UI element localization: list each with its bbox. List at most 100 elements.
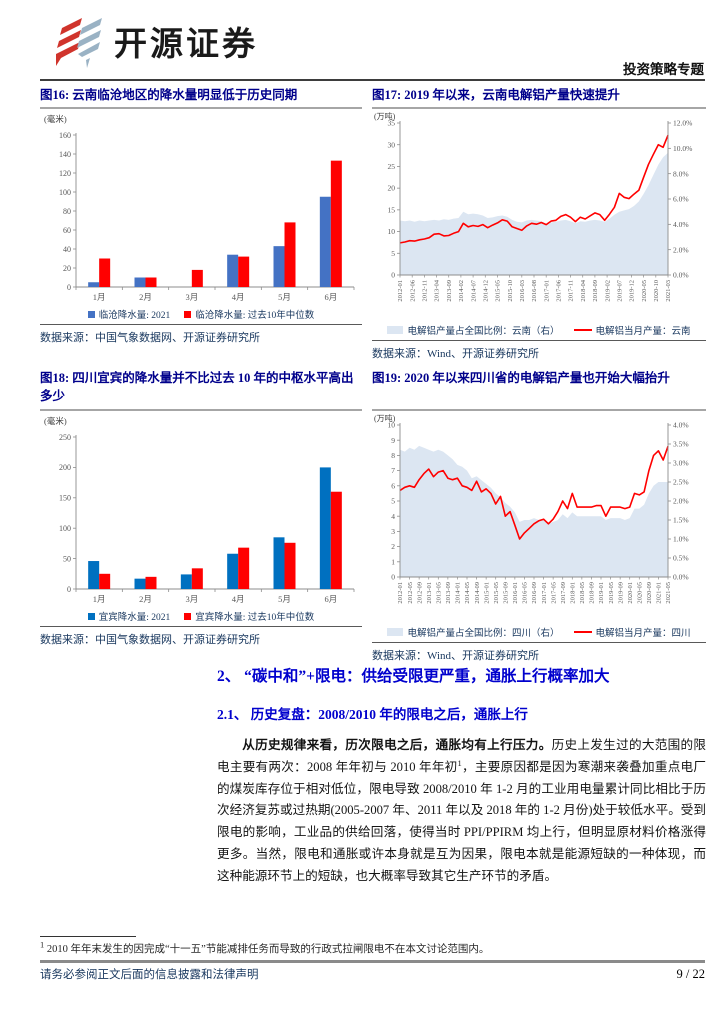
svg-text:4月: 4月 bbox=[232, 594, 245, 604]
svg-text:2017-11: 2017-11 bbox=[568, 280, 575, 301]
legend-item: 宜宾降水量: 2021 bbox=[87, 609, 171, 624]
svg-text:2015-05: 2015-05 bbox=[495, 280, 502, 302]
svg-text:2015-09: 2015-09 bbox=[503, 582, 510, 604]
legend-label: 临沧降水量: 过去10年中位数 bbox=[195, 311, 315, 322]
legend-label: 电解铝当月产量：云南 bbox=[595, 327, 691, 338]
svg-text:10: 10 bbox=[388, 421, 396, 430]
svg-text:2018-09: 2018-09 bbox=[589, 582, 596, 604]
figure-16-source: 数据来源：中国气象数据网、开源证券研究所 bbox=[40, 324, 362, 345]
svg-text:2014-07: 2014-07 bbox=[470, 279, 477, 301]
svg-text:2月: 2月 bbox=[139, 292, 152, 302]
legend-swatch bbox=[87, 612, 95, 620]
svg-text:(万吨): (万吨) bbox=[374, 111, 396, 121]
yunnan-aluminum-line-chart: (万吨) 0 5 10 15 20 25 30 35 0.0% 2.0% 4.0% 6.0% 8.0% 10… bbox=[374, 111, 692, 302]
svg-text:2017-06: 2017-06 bbox=[556, 279, 563, 301]
svg-text:4.0%: 4.0% bbox=[673, 421, 689, 430]
svg-text:2014-02: 2014-02 bbox=[458, 280, 465, 302]
svg-text:50: 50 bbox=[63, 555, 71, 564]
svg-text:2019-09: 2019-09 bbox=[617, 582, 624, 604]
svg-text:2017-09: 2017-09 bbox=[560, 582, 567, 604]
svg-text:0.5%: 0.5% bbox=[673, 554, 689, 563]
svg-text:15: 15 bbox=[388, 206, 396, 215]
svg-text:2017-01: 2017-01 bbox=[541, 582, 548, 604]
figure-19-title: 图19: 2020 年以来四川省的电解铝产量也开始大幅抬升 bbox=[372, 369, 706, 412]
svg-text:2012-09: 2012-09 bbox=[416, 582, 423, 604]
figure-17-legend: 电解铝产量占全国比例：云南（右） 电解铝当月产量：云南 bbox=[372, 323, 706, 337]
svg-text:3.0%: 3.0% bbox=[673, 459, 689, 468]
svg-text:1.5%: 1.5% bbox=[673, 516, 689, 525]
svg-text:2020-10: 2020-10 bbox=[653, 280, 660, 302]
svg-text:100: 100 bbox=[59, 524, 71, 533]
figure-18: 图18: 四川宜宾的降水量并不比过去 10 年的中枢水平高出多少 (毫米) 0 50… bbox=[40, 369, 362, 663]
footnote-rule bbox=[40, 936, 136, 937]
svg-text:1: 1 bbox=[391, 558, 395, 567]
svg-text:6月: 6月 bbox=[324, 594, 337, 604]
sichuan-aluminum-line-chart: (万吨) 0 1 2 3 4 5 6 7 8 9 10 0.0% 0.5% 1.0% 1.5% 2.0% 2.5%… bbox=[374, 413, 689, 604]
svg-text:4.0%: 4.0% bbox=[673, 220, 689, 229]
figure-19-legend: 电解铝产量占全国比例：四川（右） 电解铝当月产量：四川 bbox=[372, 625, 706, 639]
svg-text:0.0%: 0.0% bbox=[673, 271, 689, 280]
svg-text:8.0%: 8.0% bbox=[673, 169, 689, 178]
svg-text:3.5%: 3.5% bbox=[673, 440, 689, 449]
legend-line-swatch bbox=[573, 328, 592, 332]
legend-label: 电解铝产量占全国比例：云南（右） bbox=[407, 327, 560, 338]
svg-text:2月: 2月 bbox=[139, 594, 152, 604]
subsection-heading: 2.1、 历史复盘：2008/2010 年的限电之后，通胀上行 bbox=[217, 707, 528, 722]
legend-line-swatch bbox=[573, 630, 592, 634]
svg-text:2016-01: 2016-01 bbox=[512, 582, 519, 604]
svg-text:2016-08: 2016-08 bbox=[531, 280, 538, 302]
figure-19: 图19: 2020 年以来四川省的电解铝产量也开始大幅抬升 (万吨) 0 1 2 3 4 5… bbox=[372, 369, 706, 663]
svg-text:2012-01: 2012-01 bbox=[397, 280, 404, 302]
svg-text:1月: 1月 bbox=[93, 292, 106, 302]
svg-text:2019-01: 2019-01 bbox=[598, 582, 605, 604]
svg-text:6: 6 bbox=[391, 482, 395, 491]
legend-swatch bbox=[387, 326, 404, 335]
legend-label: 临沧降水量: 2021 bbox=[98, 311, 171, 322]
svg-text:30: 30 bbox=[388, 140, 396, 149]
footer-rule bbox=[40, 960, 705, 963]
svg-text:2012-11: 2012-11 bbox=[422, 280, 429, 301]
svg-text:2016-05: 2016-05 bbox=[522, 582, 529, 604]
svg-text:8: 8 bbox=[391, 451, 395, 460]
svg-text:2015-01: 2015-01 bbox=[483, 582, 490, 604]
svg-text:2014-09: 2014-09 bbox=[474, 582, 481, 604]
legend-item: 电解铝产量占全国比例：四川（右） bbox=[387, 625, 560, 639]
figure-17-source: 数据来源：Wind、开源证券研究所 bbox=[372, 340, 706, 361]
svg-text:(万吨): (万吨) bbox=[374, 413, 396, 423]
svg-text:2013-09: 2013-09 bbox=[446, 280, 453, 302]
svg-text:(毫米): (毫米) bbox=[44, 114, 67, 124]
svg-text:10: 10 bbox=[388, 227, 396, 236]
legend-label: 宜宾降水量: 2021 bbox=[98, 613, 171, 624]
svg-text:2.0%: 2.0% bbox=[673, 497, 689, 506]
figure-16: 图16: 云南临沧地区的降水量明显低于历史同期 (毫米) 0 20 40 60 80 100… bbox=[40, 86, 362, 361]
page-number: 9 / 22 bbox=[676, 967, 705, 981]
svg-text:2020-05: 2020-05 bbox=[641, 280, 648, 302]
svg-text:2017-01: 2017-01 bbox=[543, 280, 550, 302]
svg-text:12.0%: 12.0% bbox=[673, 119, 692, 128]
legend-label: 宜宾降水量: 过去10年中位数 bbox=[195, 613, 315, 624]
svg-text:2014-12: 2014-12 bbox=[483, 280, 490, 302]
svg-text:5月: 5月 bbox=[278, 594, 291, 604]
svg-text:3月: 3月 bbox=[185, 292, 198, 302]
legend-item: 电解铝当月产量：云南 bbox=[573, 323, 691, 338]
kaiyuan-logo-icon bbox=[56, 18, 102, 68]
legend-item: 临沧降水量: 过去10年中位数 bbox=[184, 307, 314, 321]
svg-text:1.0%: 1.0% bbox=[673, 535, 689, 544]
svg-text:6.0%: 6.0% bbox=[673, 195, 689, 204]
svg-text:5月: 5月 bbox=[278, 292, 291, 302]
svg-text:2014-05: 2014-05 bbox=[464, 582, 471, 604]
svg-text:2014-01: 2014-01 bbox=[455, 582, 462, 604]
svg-text:35: 35 bbox=[388, 119, 396, 128]
svg-text:140: 140 bbox=[59, 150, 71, 159]
svg-text:2013-04: 2013-04 bbox=[434, 279, 441, 301]
svg-text:80: 80 bbox=[63, 207, 71, 216]
svg-text:2: 2 bbox=[391, 542, 395, 551]
text-section: 2、 “碳中和”+限电：供给受限更严重，通胀上行概率加大 2.1、 历史复盘：2… bbox=[0, 664, 724, 888]
svg-text:60: 60 bbox=[63, 226, 71, 235]
header-logo: 开源证券 bbox=[54, 14, 258, 68]
svg-text:0: 0 bbox=[67, 585, 71, 594]
svg-text:2018-05: 2018-05 bbox=[579, 582, 586, 604]
figure-19-source: 数据来源：Wind、开源证券研究所 bbox=[372, 642, 706, 663]
svg-text:2013-09: 2013-09 bbox=[445, 582, 452, 604]
